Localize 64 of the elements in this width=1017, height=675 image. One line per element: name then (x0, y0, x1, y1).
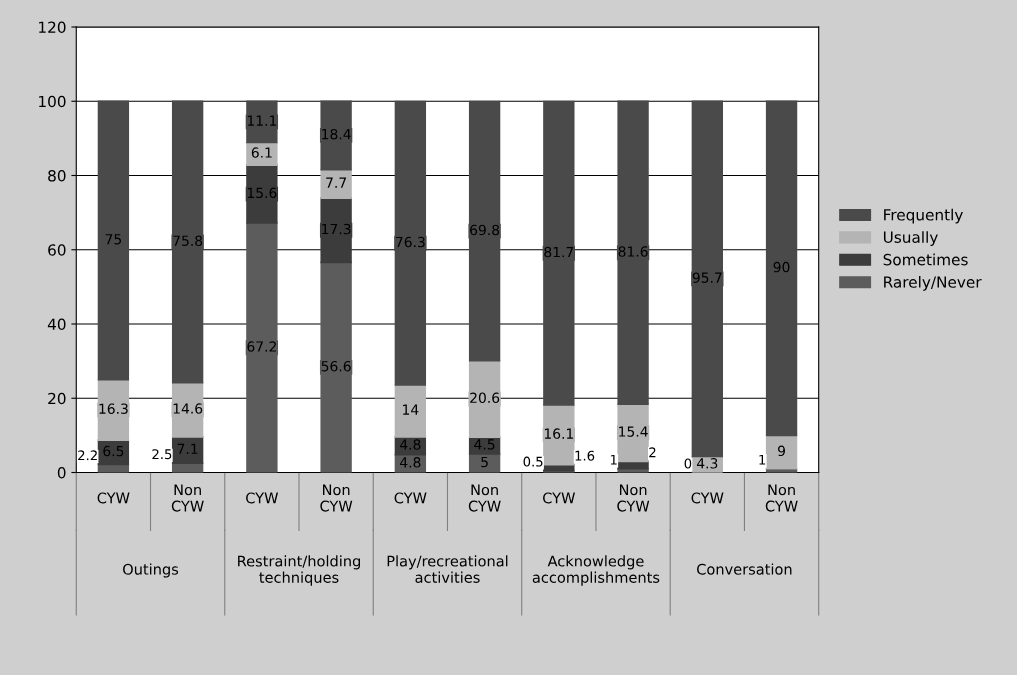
data-label: 75 (105, 234, 122, 245)
x-tick-label: Non CYW (171, 484, 204, 512)
data-label: 67.2 (247, 341, 276, 352)
data-label: 16.1 (544, 428, 574, 439)
data-label: 15.4 (619, 426, 648, 437)
data-label: 1 (610, 454, 617, 465)
y-tick-label: 100 (39, 95, 66, 108)
data-label: 20.6 (470, 392, 500, 404)
text: Outings (123, 563, 179, 578)
y-tick-label: 20 (48, 392, 66, 405)
data-label: 2.2 (78, 450, 97, 461)
data-label: 7.7 (326, 177, 346, 188)
text: Acknowledge accomplishments (532, 555, 660, 586)
data-label: 4.5 (474, 439, 495, 450)
data-label: 14 (403, 404, 419, 415)
x-tick-label: CYW (97, 492, 130, 504)
x-tick-label: CYW (691, 492, 724, 504)
data-label: 7.1 (177, 443, 198, 454)
x-tick-label: Non CYW (320, 484, 353, 512)
data-label: 75.8 (173, 235, 203, 246)
data-label: 14.6 (173, 403, 203, 414)
data-label: 81.7 (544, 246, 574, 258)
legend-label: Usually (883, 231, 938, 246)
y-tick-label: 60 (48, 244, 66, 256)
data-label: 17.3 (322, 223, 351, 235)
data-label: 90 (773, 261, 790, 273)
data-label: 1 (759, 454, 766, 465)
x-tick-label: CYW (543, 492, 575, 504)
y-tick-label: 120 (39, 21, 66, 34)
data-label: 81.6 (618, 246, 648, 257)
data-label: 6.1 (251, 147, 272, 158)
legend-label: Frequently (884, 208, 963, 224)
data-label: 56.6 (321, 360, 351, 372)
data-label: 76.3 (396, 236, 425, 248)
x-tick-label: CYW (394, 492, 427, 504)
y-tick-label: 0 (57, 466, 66, 479)
data-label: 4.3 (696, 458, 718, 469)
data-label: 1.6 (575, 450, 595, 461)
data-label: 2 (649, 447, 656, 458)
data-label: 11.1 (247, 115, 277, 126)
x-tick-label: Non CYW (468, 484, 501, 512)
x-tick-label: Non CYW (617, 484, 650, 512)
legend-label: Rarely/Never (884, 275, 982, 291)
data-label: 2.5 (152, 449, 172, 460)
text: Restraint/holding techniques (238, 555, 360, 586)
y-tick-label: 40 (47, 318, 66, 331)
data-label: 5 (481, 456, 488, 468)
data-label: 69.8 (470, 224, 500, 236)
data-label: 15.6 (247, 187, 277, 199)
x-tick-label: Non CYW (765, 484, 798, 512)
data-label: 16.3 (99, 403, 128, 414)
data-label: 18.4 (322, 128, 351, 140)
legend-label: Sometimes (883, 253, 968, 266)
text: Conversation (697, 563, 792, 575)
text: Play/recreational activities (387, 555, 508, 583)
data-label: 6.5 (103, 445, 124, 457)
data-label: 0.5 (523, 456, 543, 467)
data-label: 4.8 (399, 457, 421, 468)
data-label: 4.8 (399, 439, 421, 450)
y-tick-label: 80 (48, 169, 66, 182)
data-label: 95.7 (692, 272, 722, 283)
data-label: 0 (684, 458, 692, 469)
x-tick-label: CYW (246, 492, 279, 504)
data-label: 9 (778, 445, 786, 457)
